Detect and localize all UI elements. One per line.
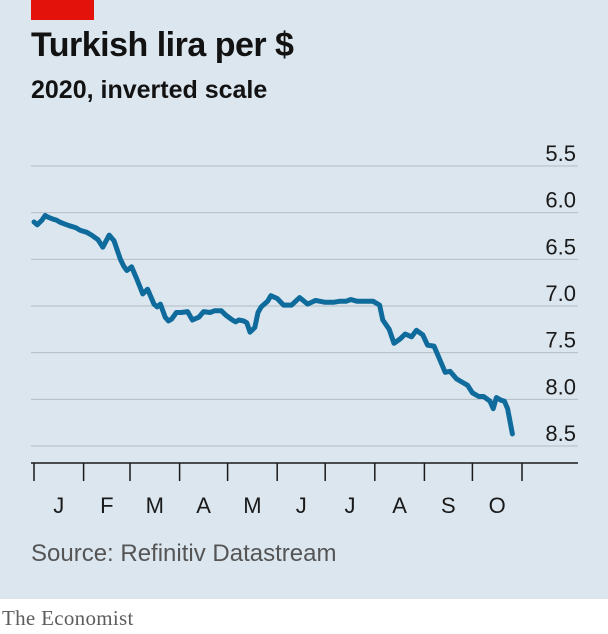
- chart-title: Turkish lira per $: [31, 26, 294, 64]
- x-tick-label: M: [146, 493, 164, 518]
- x-tick-label: F: [100, 493, 113, 518]
- lira-series-line: [31, 213, 515, 437]
- y-tick-label: 7.0: [545, 281, 576, 306]
- y-tick-label: 6.0: [545, 188, 576, 213]
- y-axis-tick-labels: 5.5 6.0 6.5 7.0 7.5 8.0 8.5: [545, 141, 576, 446]
- x-tick-label: A: [196, 493, 211, 518]
- y-tick-label: 5.5: [545, 141, 576, 166]
- y-tick-label: 8.5: [545, 421, 576, 446]
- x-tick-label: J: [296, 493, 307, 518]
- x-tick-label: M: [243, 493, 261, 518]
- x-tick-label: O: [489, 493, 506, 518]
- economist-wordmark: The Economist: [2, 606, 134, 630]
- y-tick-label: 6.5: [545, 234, 576, 259]
- x-tick-label: A: [392, 493, 407, 518]
- x-axis: [31, 462, 578, 481]
- chart-subtitle: 2020, inverted scale: [31, 76, 268, 104]
- x-tick-label: J: [53, 493, 64, 518]
- x-tick-label: S: [441, 493, 456, 518]
- source-note: Source: Refinitiv Datastream: [31, 540, 337, 567]
- series-layer: [31, 213, 515, 437]
- line-chart: 5.5 6.0 6.5 7.0 7.5 8.0 8.5 J F M A M J J A S O: [31, 141, 578, 518]
- x-tick-label: J: [345, 493, 356, 518]
- y-tick-label: 8.0: [545, 374, 576, 399]
- y-tick-label: 7.5: [545, 328, 576, 353]
- brand-red-tag: [31, 0, 94, 20]
